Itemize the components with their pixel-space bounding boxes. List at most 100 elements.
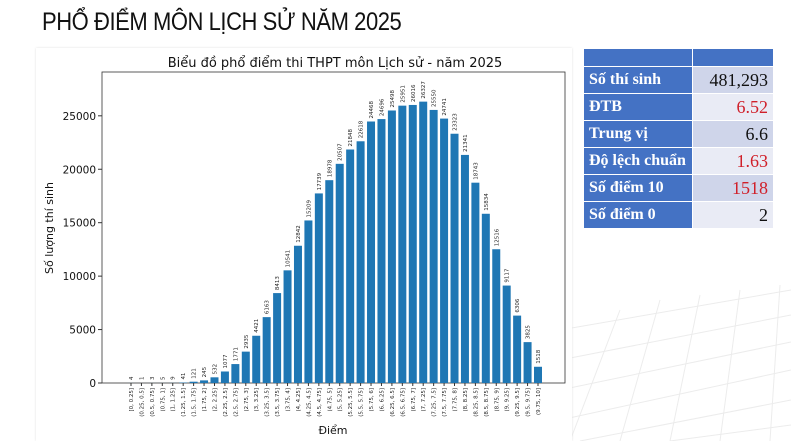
bar bbox=[440, 118, 449, 383]
x-tick-label: (7, 7.25] bbox=[421, 388, 427, 412]
bar-value-label: 25498 bbox=[390, 89, 396, 107]
bar-value-label: 4 bbox=[129, 376, 135, 380]
bar-value-label: 2935 bbox=[244, 334, 250, 348]
x-tick-label: (7.75, 8] bbox=[453, 388, 459, 412]
bar bbox=[189, 381, 198, 383]
bar-value-label: 245 bbox=[202, 366, 208, 377]
x-tick-label: (6.75, 7] bbox=[411, 388, 417, 412]
bar bbox=[231, 364, 240, 383]
bar bbox=[314, 193, 323, 383]
bar bbox=[523, 342, 532, 383]
bar-value-label: 10541 bbox=[286, 250, 292, 268]
stats-row: Trung vị 6.6 bbox=[584, 121, 773, 147]
y-tick-label: 10000 bbox=[63, 271, 96, 283]
x-tick-label: (1.75, 2] bbox=[202, 388, 208, 412]
bar bbox=[481, 213, 490, 383]
bar bbox=[252, 335, 261, 383]
x-tick-label: (9.5, 9.75] bbox=[526, 388, 532, 417]
slide-title: PHỔ ĐIỂM MÔN LỊCH SỬ NĂM 2025 bbox=[42, 8, 402, 36]
bar-value-label: 121 bbox=[192, 368, 198, 379]
x-tick-label: (3, 3.25] bbox=[254, 388, 260, 412]
bar-value-label: 3 bbox=[150, 376, 156, 380]
bar-value-label: 1 bbox=[139, 376, 145, 380]
bar bbox=[241, 351, 250, 383]
bar-value-label: 8413 bbox=[275, 276, 281, 290]
bar bbox=[513, 315, 522, 383]
stat-label: Trung vị bbox=[584, 121, 692, 147]
stats-table: Số thí sinh 481,293 ĐTB 6.52 Trung vị 6.6 Đ… bbox=[583, 48, 774, 229]
x-tick-label: (5.75, 6] bbox=[369, 388, 375, 412]
bar-value-label: 532 bbox=[212, 364, 218, 375]
bar-value-label: 41 bbox=[181, 373, 187, 380]
stats-row: Số điểm 10 1518 bbox=[584, 175, 773, 201]
bar-value-label: 20507 bbox=[338, 143, 344, 161]
decorative-grid bbox=[560, 284, 791, 441]
x-tick-label: (2.75, 3] bbox=[244, 388, 250, 412]
x-tick-label: (2.5, 2.75] bbox=[233, 388, 239, 417]
bar bbox=[471, 182, 480, 383]
x-tick-label: (8.5, 8.75] bbox=[484, 388, 490, 417]
bar-value-label: 12516 bbox=[494, 228, 500, 246]
plot-frame bbox=[101, 71, 566, 384]
bar bbox=[387, 110, 396, 383]
bar bbox=[408, 104, 417, 383]
x-tick-label: (9.25, 9.5] bbox=[515, 388, 521, 417]
bar bbox=[398, 105, 407, 383]
bar bbox=[460, 154, 469, 383]
x-tick-label: (8.75, 9] bbox=[494, 388, 500, 412]
x-tick-label: (7.5, 7.75] bbox=[442, 388, 448, 417]
x-tick-label: (5, 5.25] bbox=[338, 388, 344, 412]
x-axis-label: Điểm bbox=[318, 424, 347, 437]
x-tick-label: (2, 2.25] bbox=[212, 388, 218, 412]
bar-value-label: 15209 bbox=[306, 199, 312, 217]
x-tick-label: (1.5, 1.75] bbox=[192, 388, 198, 417]
y-tick-label: 0 bbox=[89, 378, 96, 390]
chart-panel: Biểu đồ phổ điểm thi THPT môn Lịch sử - … bbox=[36, 48, 572, 441]
bar bbox=[220, 371, 229, 383]
y-tick-label: 5000 bbox=[69, 325, 96, 337]
x-tick-label: (8, 8.25] bbox=[463, 388, 469, 412]
x-tick-label: (5.5, 5.75] bbox=[359, 388, 365, 417]
bar bbox=[346, 149, 355, 383]
bar-value-label: 6306 bbox=[515, 298, 521, 312]
bar bbox=[492, 249, 501, 383]
y-axis-label: Số lượng thí sinh bbox=[43, 182, 56, 274]
bar-value-label: 22618 bbox=[359, 120, 365, 138]
bar bbox=[335, 163, 344, 383]
x-tick-label: (5.25, 5.5] bbox=[348, 388, 354, 417]
stats-header-row bbox=[584, 49, 773, 66]
x-tick-label: (0.5, 0.75] bbox=[150, 388, 156, 417]
x-tick-label: (9, 9.25] bbox=[505, 388, 511, 412]
chart-title: Biểu đồ phổ điểm thi THPT môn Lịch sử - … bbox=[168, 56, 503, 71]
stat-label: Số điểm 0 bbox=[584, 202, 692, 228]
bar-value-label: 9117 bbox=[505, 268, 511, 282]
x-tick-label: (1.25, 1.5] bbox=[181, 388, 187, 417]
x-tick-label: (6.25, 6.5] bbox=[390, 388, 396, 417]
bar-value-label: 9 bbox=[171, 376, 177, 380]
bar bbox=[210, 377, 219, 383]
x-tick-label: (1, 1.25] bbox=[171, 388, 177, 412]
bar-value-label: 17739 bbox=[317, 172, 323, 190]
stat-label: ĐTB bbox=[584, 94, 692, 120]
stat-label: Số điểm 10 bbox=[584, 175, 692, 201]
y-tick-label: 20000 bbox=[63, 164, 96, 176]
x-tick-label: (4.5, 4.75] bbox=[317, 388, 323, 417]
y-tick-label: 15000 bbox=[63, 218, 96, 230]
x-tick-label: (9.75, 10] bbox=[536, 388, 542, 415]
bar-value-label: 26016 bbox=[411, 84, 417, 102]
bar bbox=[304, 220, 313, 383]
stats-row: Độ lệch chuẩn 1.63 bbox=[584, 148, 773, 174]
bar-value-label: 1518 bbox=[536, 349, 542, 363]
bar bbox=[534, 366, 542, 383]
y-tick-label: 25000 bbox=[63, 111, 96, 123]
bar-value-label: 1077 bbox=[223, 354, 229, 368]
bar-value-label: 1771 bbox=[233, 347, 239, 361]
bar-value-label: 24741 bbox=[442, 98, 448, 116]
x-tick-label: (0.25, 0.5] bbox=[139, 388, 145, 417]
bar-value-label: 6163 bbox=[265, 300, 271, 314]
bar bbox=[200, 380, 209, 383]
bar-value-label: 23323 bbox=[453, 113, 459, 131]
stat-value: 6.52 bbox=[693, 94, 773, 120]
x-tick-label: (4, 4.25] bbox=[296, 388, 302, 412]
bar bbox=[502, 285, 511, 383]
